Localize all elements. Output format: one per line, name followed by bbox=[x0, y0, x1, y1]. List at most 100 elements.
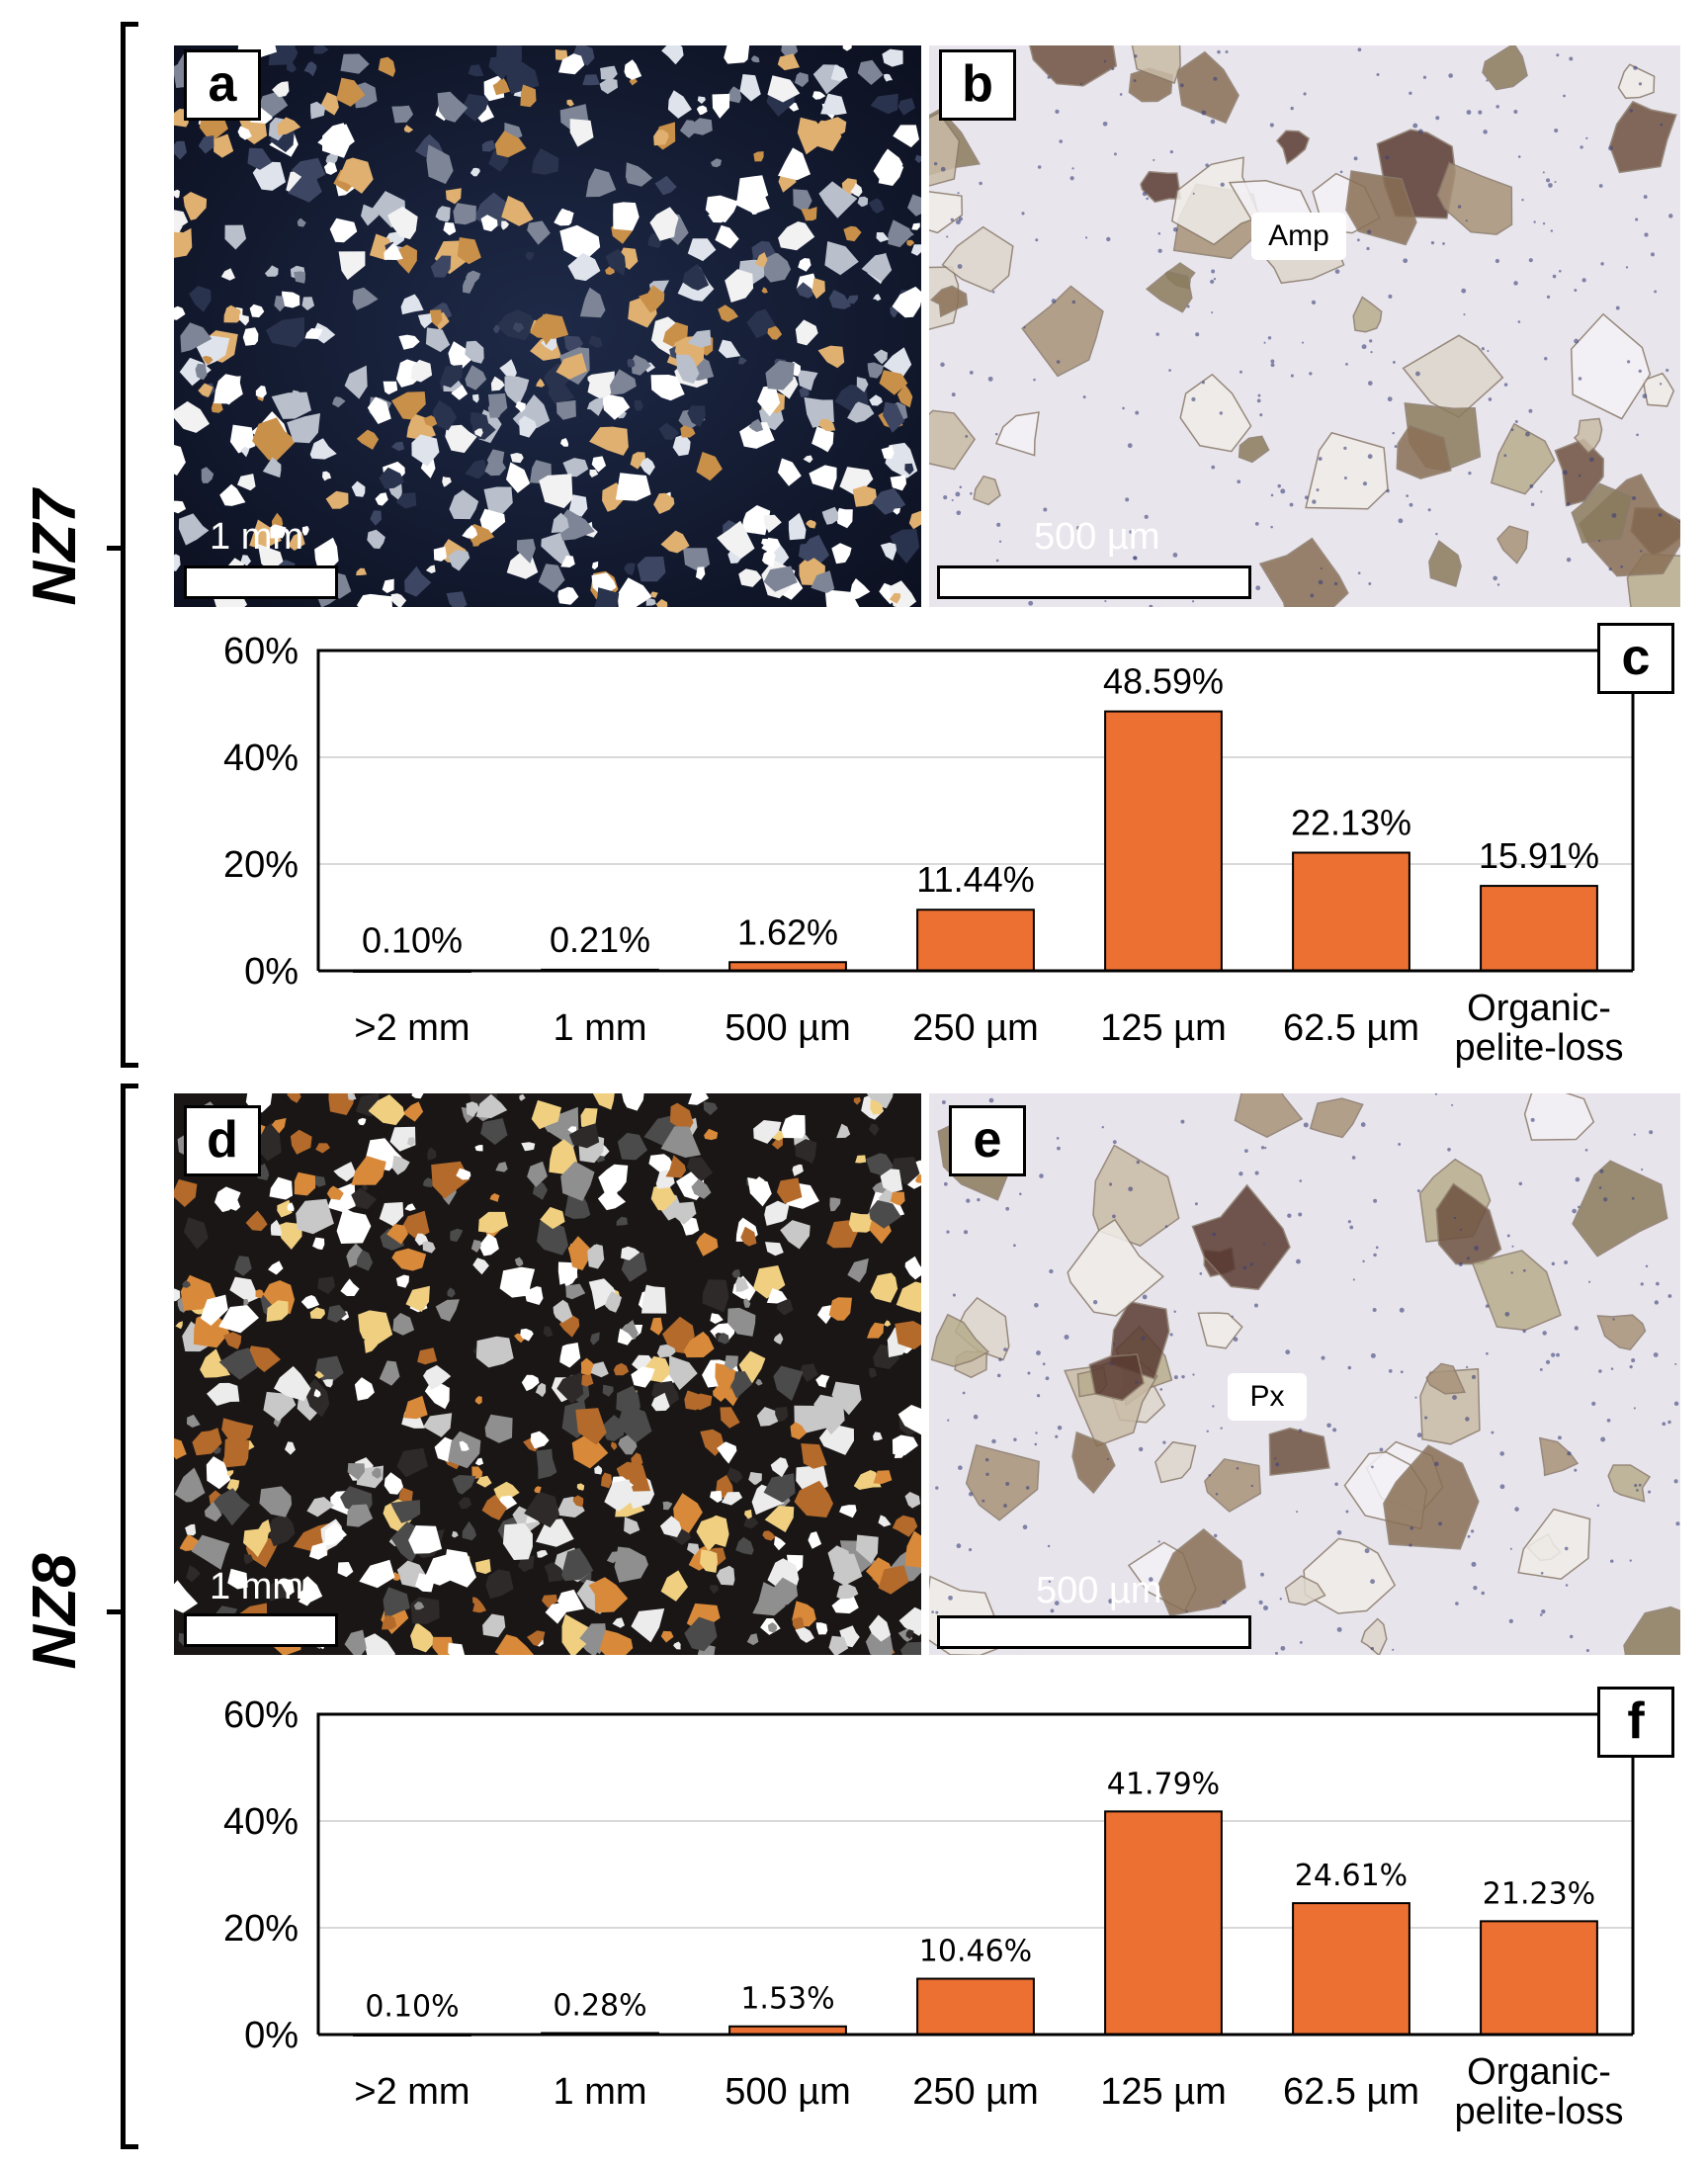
mineral-grain bbox=[271, 391, 311, 419]
mineral-grain bbox=[816, 1304, 833, 1325]
pore-speck bbox=[1134, 54, 1138, 58]
pore-speck bbox=[1172, 226, 1178, 232]
mineral-grain bbox=[358, 1310, 393, 1346]
pore-speck bbox=[1027, 1371, 1031, 1375]
mineral-grain bbox=[537, 1221, 568, 1256]
mineral-grain bbox=[320, 92, 339, 116]
pore-speck bbox=[1667, 1420, 1671, 1425]
pore-speck bbox=[1554, 128, 1559, 133]
pore-speck bbox=[1642, 393, 1648, 399]
mineral-grain bbox=[1156, 1528, 1246, 1616]
y-tick-label: 60% bbox=[223, 1694, 299, 1736]
pore-speck bbox=[1111, 67, 1115, 71]
mineral-grain bbox=[683, 1331, 715, 1358]
pore-speck bbox=[1179, 83, 1184, 88]
mineral-grain bbox=[735, 1536, 754, 1555]
mineral-grain bbox=[892, 1515, 918, 1537]
pore-speck bbox=[1493, 575, 1497, 581]
mineral-grain bbox=[470, 167, 480, 177]
mineral-grain bbox=[515, 400, 526, 413]
pore-speck bbox=[962, 1391, 966, 1395]
mineral-grain bbox=[427, 1147, 437, 1161]
category-label: Organic- bbox=[1467, 988, 1611, 1029]
pore-speck bbox=[1461, 288, 1467, 294]
mineral-grain bbox=[520, 1328, 534, 1342]
pore-speck bbox=[1556, 1352, 1560, 1357]
pore-speck bbox=[1522, 1268, 1526, 1272]
pore-speck bbox=[1287, 1213, 1292, 1218]
mineral-grain bbox=[566, 99, 574, 107]
mineral-grain bbox=[1309, 1097, 1364, 1139]
pore-speck bbox=[1219, 411, 1224, 415]
mineral-grain bbox=[629, 77, 638, 86]
pore-speck bbox=[1387, 396, 1393, 402]
pore-speck bbox=[1003, 1504, 1007, 1508]
pore-speck bbox=[1211, 465, 1216, 470]
mineral-grain bbox=[767, 1622, 778, 1633]
pore-speck bbox=[1572, 1208, 1577, 1214]
pore-speck bbox=[1569, 56, 1574, 61]
mineral-grain bbox=[867, 362, 884, 379]
mineral-grain bbox=[333, 1162, 357, 1182]
mineral-grain bbox=[777, 53, 800, 71]
panel-letter-f: f bbox=[1597, 1687, 1674, 1758]
mineral-grain bbox=[895, 1321, 921, 1349]
pore-speck bbox=[1135, 1380, 1139, 1384]
pore-speck bbox=[1332, 1428, 1337, 1432]
panel-letter-b: b bbox=[939, 49, 1016, 121]
category-label: 1 mm bbox=[554, 2071, 647, 2113]
pore-speck bbox=[1581, 278, 1586, 283]
mineral-grain bbox=[406, 1137, 416, 1147]
pore-speck bbox=[1591, 1401, 1596, 1407]
mineral-grain bbox=[301, 297, 315, 310]
mineral-grain bbox=[476, 1475, 492, 1488]
mineral-grain bbox=[884, 73, 894, 82]
mineral-grain bbox=[555, 48, 568, 60]
pore-speck bbox=[1511, 1245, 1514, 1248]
mineral-grain bbox=[653, 492, 675, 514]
mineral-grain bbox=[1303, 1537, 1397, 1614]
pore-speck bbox=[1049, 1268, 1054, 1274]
pore-speck bbox=[995, 559, 999, 563]
mineral-grain bbox=[632, 1354, 656, 1375]
micrograph-xpl-nz8 bbox=[174, 1093, 921, 1655]
pore-speck bbox=[1388, 294, 1393, 299]
mineral-grain bbox=[551, 512, 569, 533]
mineral-grain bbox=[751, 240, 776, 259]
grain-size-chart-nz8: 0% 20% 40% 60% 0.10% >2 mm 0.28% 1 mm 1.53% 500 µ… bbox=[223, 1694, 1635, 2132]
mineral-grain bbox=[209, 1488, 250, 1526]
pore-speck bbox=[1615, 305, 1620, 310]
mineral-grain bbox=[1573, 417, 1603, 455]
pore-speck bbox=[968, 1492, 974, 1497]
mineral-grain bbox=[530, 313, 569, 339]
pore-speck bbox=[1606, 1418, 1611, 1423]
mineral-grain bbox=[518, 1555, 535, 1573]
mineral-grain bbox=[880, 542, 897, 561]
mineral-grain bbox=[739, 74, 761, 102]
mineral-grain bbox=[688, 1093, 710, 1105]
mineral-grain bbox=[501, 196, 534, 226]
pore-speck bbox=[943, 495, 948, 500]
pore-speck bbox=[1225, 50, 1229, 54]
mineral-grain bbox=[175, 1321, 183, 1330]
pore-speck bbox=[1562, 470, 1568, 476]
pore-speck bbox=[1290, 374, 1294, 378]
pore-speck bbox=[948, 1595, 953, 1601]
mineral-grain bbox=[702, 1279, 729, 1313]
pore-speck bbox=[1633, 65, 1638, 70]
mineral-grain bbox=[462, 525, 478, 539]
pore-speck bbox=[1465, 219, 1468, 222]
mineral-grain bbox=[777, 458, 802, 486]
mineral-grain bbox=[386, 1224, 408, 1245]
pore-speck bbox=[1574, 1326, 1579, 1331]
mineral-grain bbox=[221, 1418, 254, 1444]
mineral-grain bbox=[639, 285, 665, 313]
pore-speck bbox=[1416, 1432, 1422, 1438]
mineral-grain bbox=[576, 1483, 585, 1491]
pore-speck bbox=[1334, 269, 1340, 274]
mineral-grain bbox=[1570, 312, 1652, 420]
pore-speck bbox=[1578, 1205, 1580, 1209]
mineral-grain bbox=[404, 1203, 416, 1211]
mineral-grain bbox=[876, 232, 890, 242]
mineral-grain bbox=[696, 452, 723, 481]
